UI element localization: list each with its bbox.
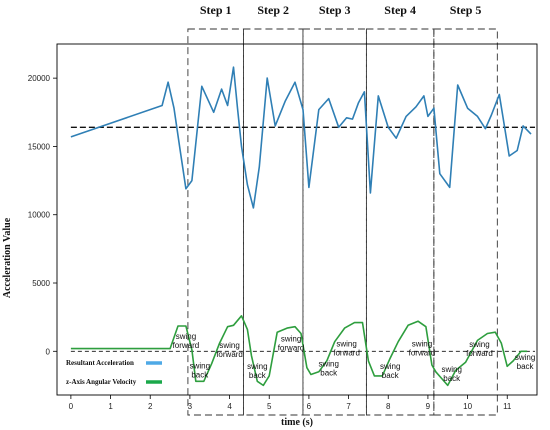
- annotation-line: back: [443, 374, 461, 383]
- step-box: [433, 28, 498, 416]
- annotation: swing forward: [333, 340, 360, 358]
- series-line: [70, 66, 532, 209]
- annotation-line: swing: [515, 353, 535, 362]
- step-label: Step 3: [319, 3, 351, 17]
- step-label: Step 4: [384, 3, 416, 17]
- legend-label: z-Axis Angular Velocity: [66, 378, 137, 386]
- step-box: [242, 28, 304, 416]
- annotation: swing forward: [278, 335, 305, 353]
- x-tick-label: 1: [108, 402, 113, 411]
- annotation: swing back: [319, 359, 339, 377]
- annotation-line: swing: [176, 332, 196, 341]
- axes: 0 1 2 3 4 5 6 7 8 9 10 11 0 5000 10000 15000 20000: [28, 74, 512, 411]
- annotation-line: back: [320, 368, 338, 377]
- annotation-line: forward: [409, 349, 436, 358]
- annotation: swing back: [380, 362, 400, 380]
- annotation: swing forward: [173, 332, 200, 350]
- x-tick-label: 9: [426, 402, 431, 411]
- annotation-line: swing: [190, 361, 210, 370]
- annotation-line: back: [249, 371, 267, 380]
- x-tick-label: 8: [386, 402, 391, 411]
- x-tick-label: 3: [188, 402, 193, 411]
- x-tick-label: 2: [148, 402, 153, 411]
- annotation-line: forward: [278, 344, 305, 353]
- annotation: swing back: [190, 361, 210, 379]
- step-label: Step 1: [200, 3, 232, 17]
- annotation: swing back: [515, 353, 535, 371]
- annotation-line: swing: [412, 340, 432, 349]
- y-tick-label: 5000: [32, 279, 50, 288]
- series-lines: [70, 66, 532, 387]
- y-tick-label: 0: [46, 347, 51, 356]
- plot-frame: [56, 43, 538, 396]
- y-tick-label: 20000: [28, 74, 51, 83]
- annotation: swing forward: [216, 341, 243, 359]
- y-axis-title: Acceleration Value: [2, 217, 13, 298]
- series-line: [70, 314, 528, 387]
- x-tick-label: 10: [463, 402, 472, 411]
- step-box: [302, 28, 367, 416]
- legend: Resultant Acceleration z-Axis Angular Vel…: [66, 359, 162, 386]
- x-tick-label: 5: [267, 402, 272, 411]
- annotation-line: back: [191, 370, 209, 379]
- x-tick-label: 7: [346, 402, 351, 411]
- annotation-line: swing: [469, 340, 489, 349]
- annotation: swing back: [441, 365, 461, 383]
- annotation-line: swing: [281, 335, 301, 344]
- annotation-line: back: [382, 371, 400, 380]
- annotation-line: forward: [173, 341, 200, 350]
- annotation-line: forward: [216, 350, 243, 359]
- reference-lines: [70, 126, 536, 352]
- annotation-line: swing: [336, 340, 356, 349]
- annotation-line: swing: [441, 365, 461, 374]
- x-tick-label: 0: [69, 402, 74, 411]
- x-axis-title: time (s): [281, 417, 313, 428]
- annotation: swing forward: [409, 340, 436, 358]
- legend-label: Resultant Acceleration: [66, 359, 134, 367]
- x-tick-label: 11: [503, 402, 512, 411]
- annotation-line: back: [517, 362, 535, 371]
- y-tick-label: 10000: [28, 211, 51, 220]
- annotation: swing back: [247, 362, 267, 380]
- plot-area-border: [56, 43, 538, 396]
- step-label: Step 5: [450, 3, 482, 17]
- y-tick-label: 15000: [28, 142, 51, 151]
- step-box: [365, 28, 435, 416]
- x-tick-label: 4: [227, 402, 232, 411]
- annotation-line: forward: [333, 349, 360, 358]
- annotation-line: swing: [219, 341, 239, 350]
- step-boxes: Step 1 Step 2 Step 3 Step 4 Step 5: [187, 3, 498, 416]
- annotation-line: swing: [247, 362, 267, 371]
- annotation-line: forward: [466, 349, 493, 358]
- step-label: Step 2: [257, 3, 289, 17]
- x-tick-label: 6: [307, 402, 312, 411]
- annotation-line: swing: [380, 362, 400, 371]
- annotation: swing forward: [466, 340, 493, 358]
- annotation-line: swing: [319, 359, 339, 368]
